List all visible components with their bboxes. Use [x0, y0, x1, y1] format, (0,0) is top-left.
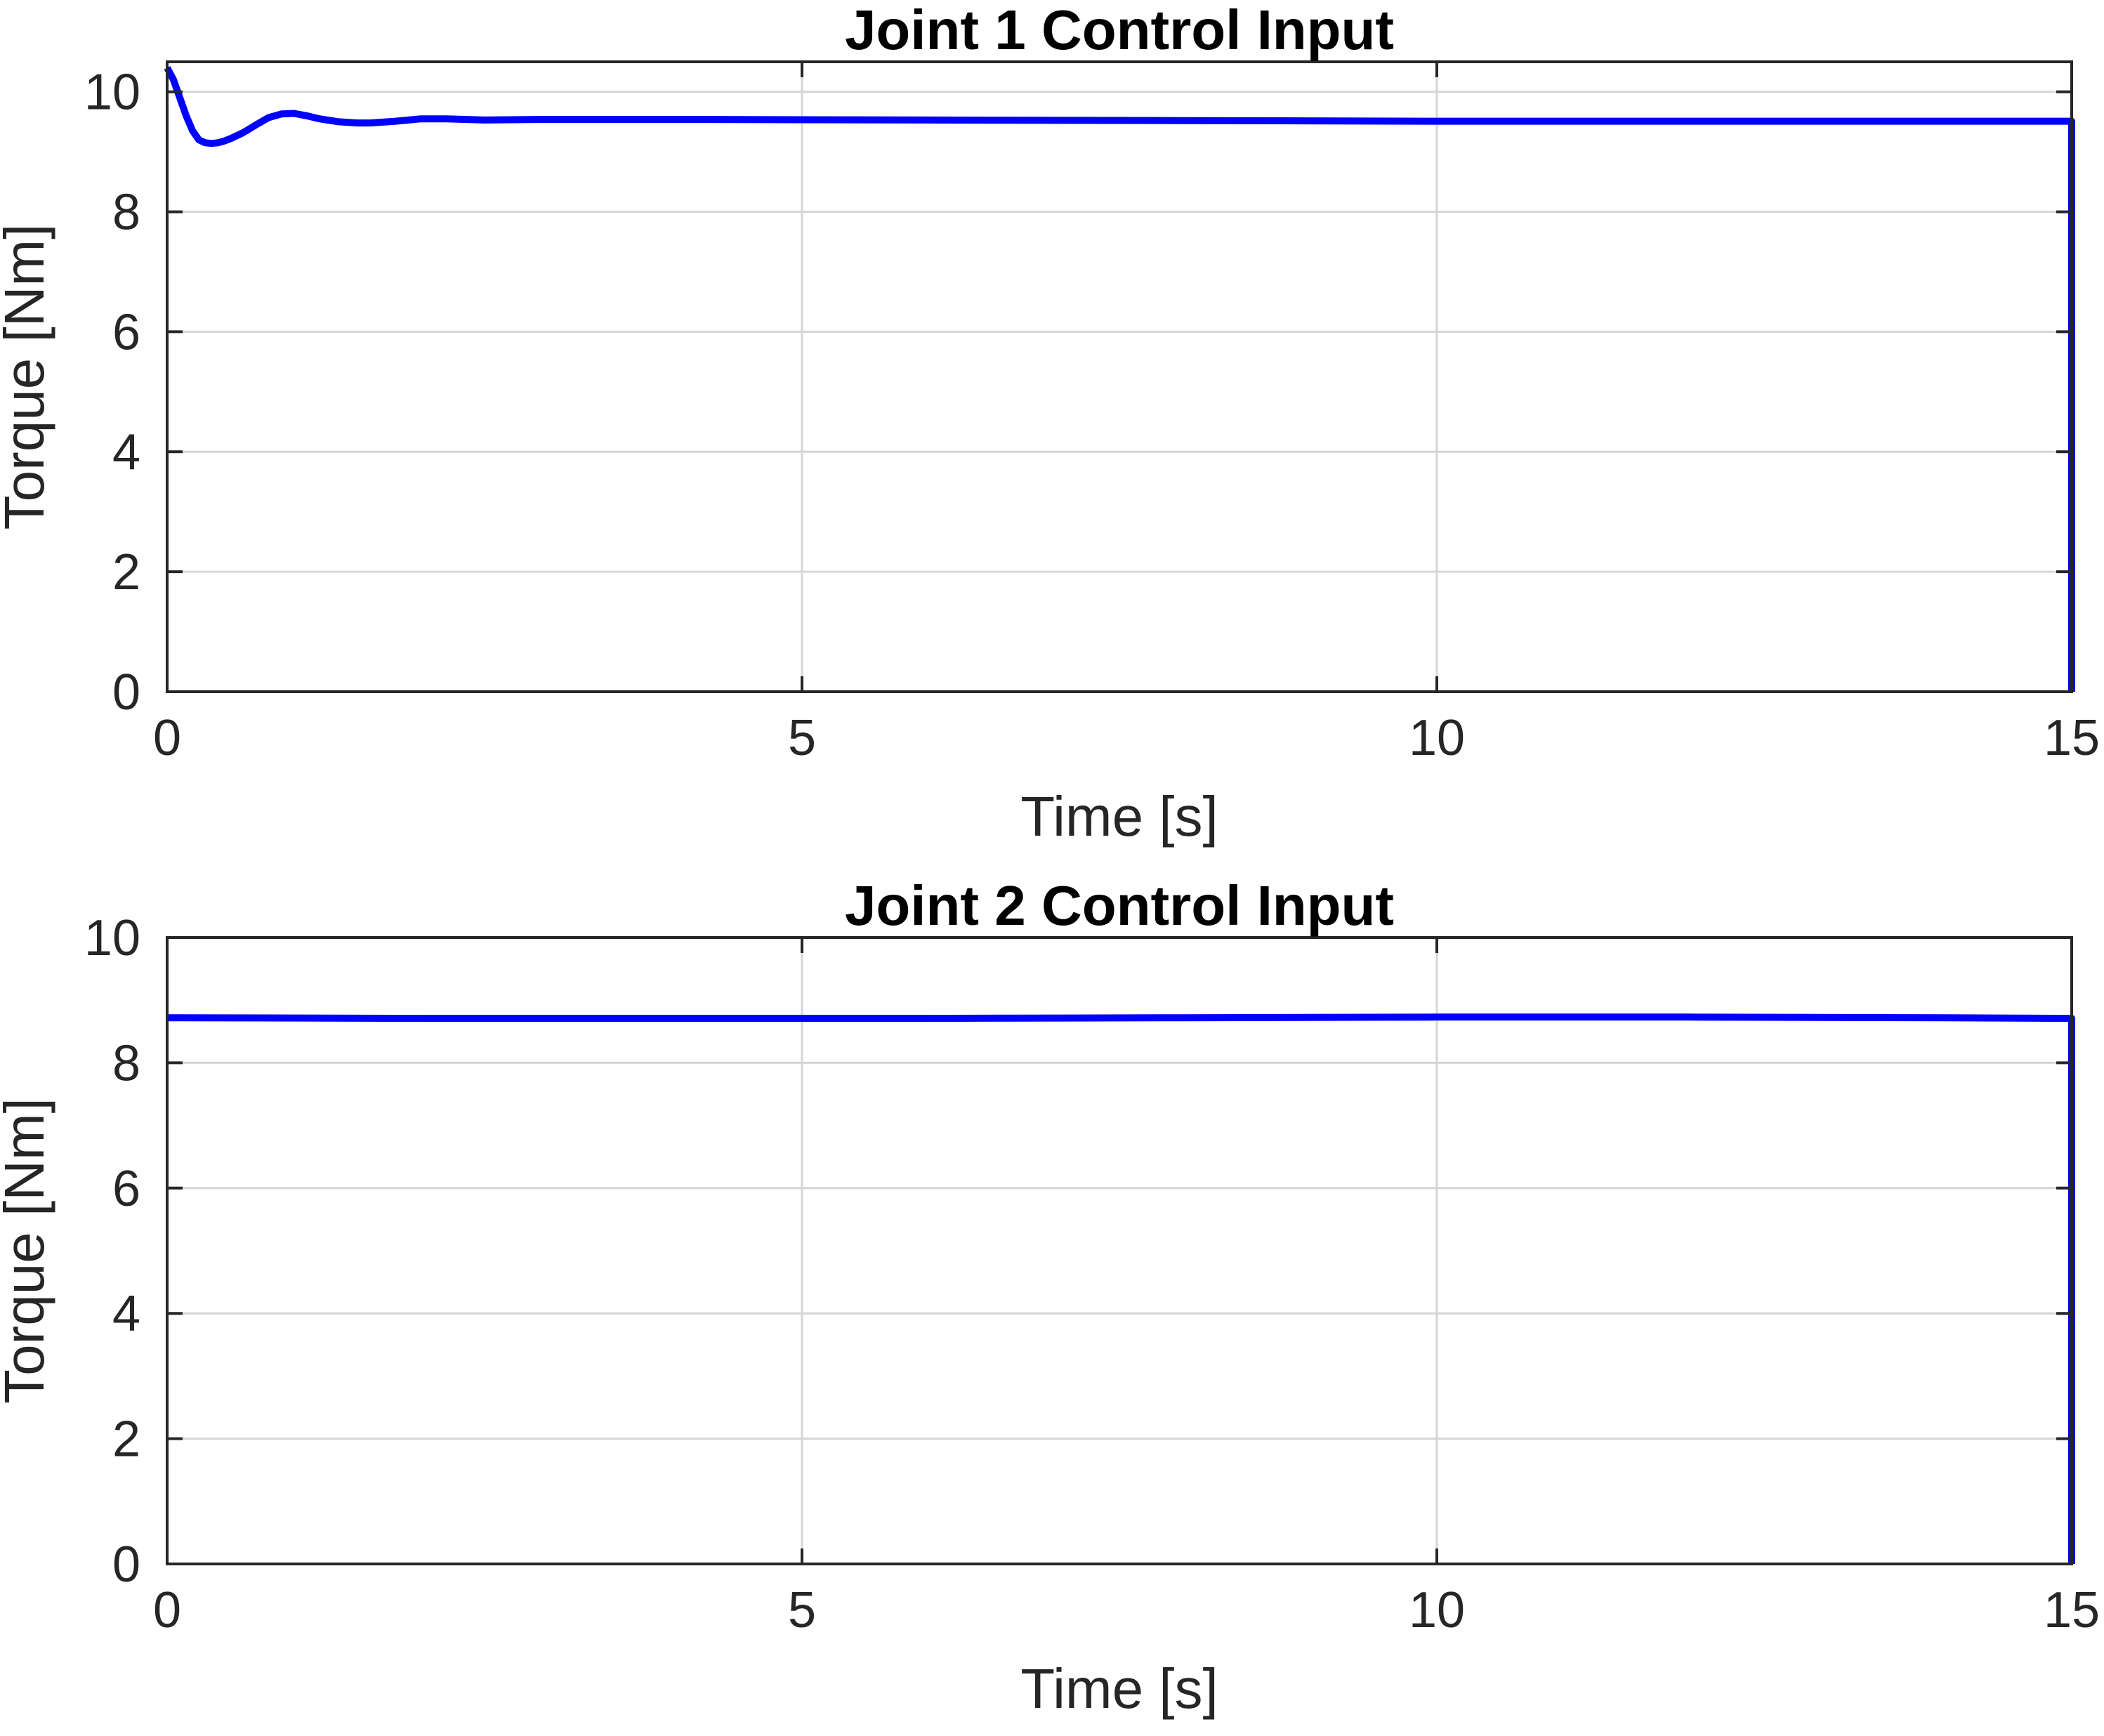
axes-frame — [166, 60, 2073, 693]
y-tick-label: 0 — [112, 664, 140, 721]
x-axis-label: Time [s] — [1020, 785, 1218, 848]
y-tick-label: 8 — [112, 185, 140, 241]
tick-marks — [166, 62, 2073, 693]
x-tick-label: 5 — [788, 1582, 816, 1638]
series-layer — [166, 1013, 2075, 1564]
y-axis-label: Torque [Nm] — [0, 224, 55, 530]
tick-labels: 0 5 10 15 0 2 4 6 8 10 — [84, 65, 2100, 766]
y-tick-label: 6 — [112, 304, 140, 360]
tick-marks — [166, 936, 2073, 1565]
y-tick-label: 10 — [84, 910, 140, 966]
tick-labels: 0 5 10 15 0 2 4 6 8 10 — [84, 910, 2100, 1638]
x-axis-label: Time [s] — [1020, 1657, 1218, 1720]
y-tick-label: 0 — [112, 1537, 140, 1593]
x-tick-label: 15 — [2044, 1582, 2100, 1638]
y-tick-label: 4 — [112, 1286, 140, 1342]
chart-title: Joint 1 Control Input — [845, 0, 1394, 61]
y-tick-label: 8 — [112, 1035, 140, 1091]
chart-title: Joint 2 Control Input — [845, 874, 1394, 937]
x-tick-label: 5 — [788, 710, 816, 766]
joint-2-plot: 0 5 10 15 0 2 4 6 8 10 Joint 2 Control Input Time… — [0, 874, 2100, 1720]
series-layer — [164, 66, 2075, 692]
series-line — [164, 66, 2075, 692]
y-tick-label: 4 — [112, 424, 140, 480]
y-tick-label: 10 — [84, 65, 140, 121]
y-tick-label: 2 — [112, 1412, 140, 1468]
y-tick-label: 2 — [112, 544, 140, 600]
series-line — [166, 1013, 2075, 1564]
y-tick-label: 6 — [112, 1161, 140, 1217]
joint-1-plot: 0 5 10 15 0 2 4 6 8 10 Joint 1 Control Input Time… — [0, 0, 2100, 848]
y-axis-label: Torque [Nm] — [0, 1098, 55, 1404]
axes-frame — [166, 936, 2073, 1565]
x-tick-label: 10 — [1409, 710, 1465, 766]
x-tick-label: 0 — [153, 1582, 181, 1638]
x-tick-label: 15 — [2044, 710, 2100, 766]
x-tick-label: 0 — [153, 710, 181, 766]
x-tick-label: 10 — [1409, 1582, 1465, 1638]
